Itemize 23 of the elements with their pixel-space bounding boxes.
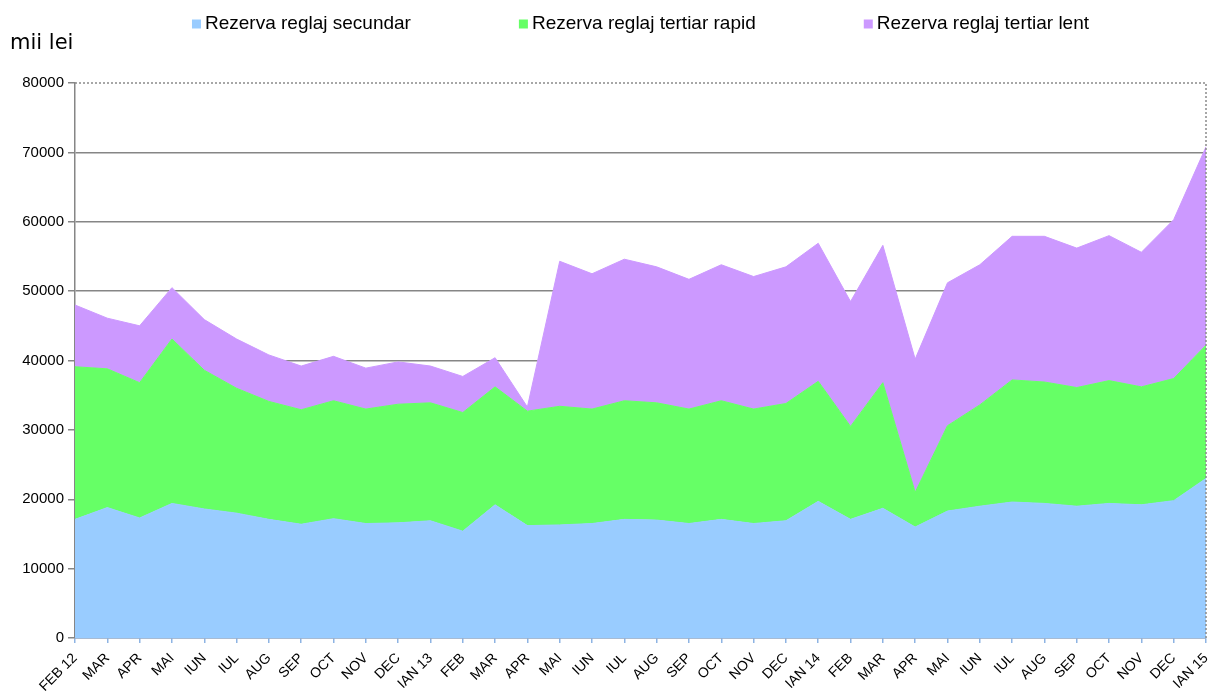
legend-label: Rezerva reglaj tertiar lent [876, 12, 1090, 34]
y-tick-label: 70000 [22, 142, 64, 160]
legend-label: Rezerva reglaj secundar [204, 12, 412, 34]
x-tick-label: MAI [535, 649, 565, 679]
y-tick-label: 40000 [22, 350, 64, 368]
x-tick-label: IUL [602, 649, 630, 677]
y-tick-label: 0 [55, 628, 64, 646]
x-tick-label: IUN [568, 649, 597, 678]
x-tick-label: FEB [437, 649, 468, 681]
x-tick-label: MAI [923, 649, 953, 679]
legend-label: Rezerva reglaj tertiar rapid [531, 12, 756, 34]
y-tick-label: 60000 [22, 211, 64, 229]
y-tick-label: 80000 [22, 73, 64, 91]
x-tick-label: IUN [180, 649, 210, 678]
y-tick-label: 20000 [22, 489, 64, 507]
x-tick-label: IUN [956, 649, 985, 678]
x-tick-label: MAI [147, 649, 177, 679]
y-tick-label: 50000 [22, 281, 64, 299]
y-tick-label: 10000 [22, 558, 64, 576]
y-tick-label: 30000 [22, 420, 64, 438]
x-tick-label: IUL [990, 649, 1018, 677]
y-axis-title: mii lei [10, 30, 74, 55]
x-tick-label: IUL [214, 649, 242, 677]
